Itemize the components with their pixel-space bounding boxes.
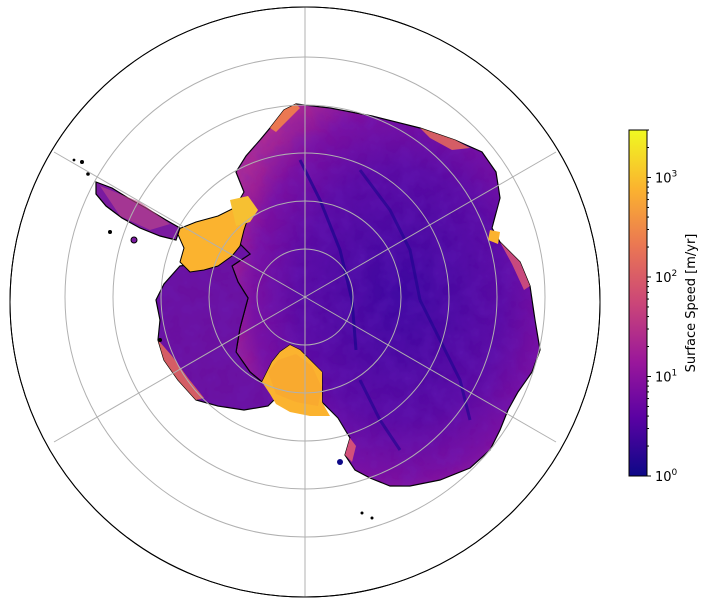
colorbar-tick-label: 102 <box>655 269 677 286</box>
amery-ice-shelf <box>488 230 500 244</box>
colorbar-tick-label: 100 <box>655 468 678 485</box>
colorbar: 100 101 102 103 Surface Speed [m/yr] <box>628 129 699 485</box>
colorbar-tick-label: 103 <box>655 169 677 186</box>
colorbar-gradient <box>628 129 648 477</box>
ronne-filchner-ice-shelf <box>175 207 251 273</box>
colorbar-tick-label: 101 <box>655 368 677 385</box>
graticule <box>53 7 557 597</box>
colorbar-label: Surface Speed [m/yr] <box>684 234 699 373</box>
